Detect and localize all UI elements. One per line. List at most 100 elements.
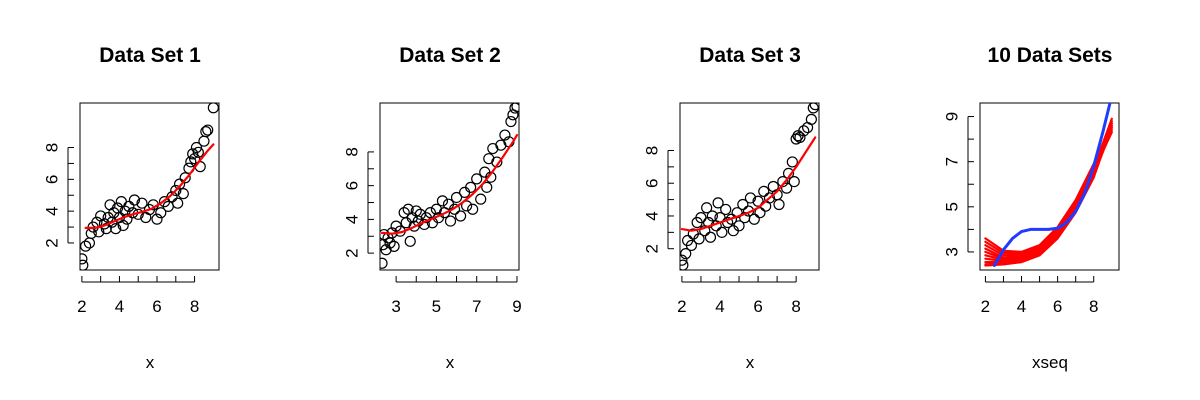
y-tick-label: 6 — [343, 181, 362, 190]
y-tick-label: 8 — [43, 143, 62, 152]
x-tick-label: 4 — [1017, 297, 1026, 316]
y-tick-label: 4 — [43, 206, 62, 215]
data-point — [123, 200, 135, 212]
y-tick-label: 9 — [943, 112, 962, 121]
data-point — [701, 202, 713, 214]
data-point — [380, 257, 388, 269]
x-axis-label: x — [746, 353, 755, 372]
x-tick-label: 8 — [1089, 297, 1098, 316]
panel-title: 10 Data Sets — [988, 44, 1113, 67]
data-point — [471, 173, 483, 185]
data-point — [716, 226, 728, 238]
data-point — [454, 210, 467, 222]
y-tick-label: 8 — [643, 146, 662, 155]
data-point — [188, 153, 201, 165]
data-point — [110, 223, 122, 235]
data-point — [786, 156, 798, 168]
data-point — [179, 172, 191, 184]
x-tick-label: 7 — [472, 297, 481, 316]
data-point — [505, 115, 517, 128]
y-tick-label: 2 — [43, 238, 62, 247]
x-axis-label: xseq — [1032, 353, 1068, 372]
panel-2: Data Set 2 3 5 7 9 2 4 6 8 x — [343, 44, 522, 372]
panel-title: Data Set 2 — [399, 44, 501, 67]
data-point — [794, 131, 806, 143]
plot-area — [984, 103, 1113, 267]
panel-3: Data Set 3 2 4 6 8 2 4 6 8 x — [643, 44, 820, 372]
data-point — [450, 191, 463, 204]
data-point — [380, 228, 390, 241]
data-point — [481, 181, 493, 193]
data-point — [781, 182, 793, 194]
data-point — [706, 210, 718, 222]
data-point — [185, 156, 197, 168]
data-point — [754, 207, 766, 219]
data-point — [173, 178, 186, 190]
data-point — [748, 213, 760, 225]
y-tick-label: 2 — [643, 244, 662, 253]
y-tick-label: 4 — [343, 215, 362, 224]
data-point — [465, 181, 477, 193]
data-point — [200, 126, 212, 138]
data-point — [509, 103, 519, 114]
y-tick-label: 8 — [343, 147, 362, 156]
y-tick-label: 4 — [643, 211, 662, 220]
x-axis-label: x — [446, 353, 455, 372]
data-point — [172, 197, 184, 209]
data-point — [190, 141, 203, 154]
plot-area — [80, 103, 219, 270]
data-point — [733, 220, 745, 232]
data-point — [80, 253, 88, 265]
data-point — [80, 240, 92, 252]
x-tick-label: 2 — [981, 297, 990, 316]
data-point — [712, 197, 724, 209]
series-line-1 — [984, 126, 1113, 253]
data-point — [809, 103, 819, 111]
x-tick-label: 6 — [1053, 297, 1062, 316]
data-point — [128, 194, 141, 206]
data-point — [187, 148, 199, 160]
x-tick-label: 9 — [512, 297, 521, 316]
series-line-11 — [992, 103, 1112, 267]
data-point — [773, 198, 785, 211]
data-point — [404, 235, 416, 247]
data-point — [459, 186, 471, 199]
data-point — [511, 103, 519, 112]
data-point — [461, 200, 473, 212]
data-point — [151, 213, 163, 225]
x-tick-label: 6 — [753, 297, 762, 316]
panel-1: Data Set 1 2 4 6 8 2 4 6 8 x — [43, 44, 220, 372]
data-point — [499, 129, 511, 141]
data-point — [798, 125, 810, 137]
panel-4: 10 Data Sets 2 4 6 8 3 5 7 9 xseq — [943, 44, 1120, 372]
data-point — [805, 113, 817, 125]
plot-frame — [979, 102, 1120, 271]
data-point — [680, 248, 692, 260]
y-tick-label: 6 — [43, 175, 62, 184]
plot-area — [680, 103, 819, 270]
series-line-1 — [680, 136, 817, 232]
data-point — [177, 188, 189, 200]
x-tick-label: 8 — [190, 297, 199, 316]
series-line-2 — [984, 122, 1113, 255]
data-point — [758, 185, 770, 198]
x-tick-label: 6 — [152, 297, 161, 316]
data-point — [155, 207, 167, 219]
data-point — [170, 184, 182, 197]
data-point — [192, 146, 204, 158]
data-point — [166, 191, 178, 203]
series-line-1 — [84, 143, 215, 229]
data-point — [704, 231, 717, 243]
data-point — [763, 192, 776, 204]
series-line-1 — [380, 134, 519, 235]
data-point — [720, 203, 732, 216]
data-point — [117, 219, 129, 232]
panel-title: Data Set 3 — [699, 44, 801, 67]
panel-title: Data Set 1 — [99, 44, 201, 67]
x-tick-label: 3 — [391, 297, 400, 316]
data-point — [80, 259, 89, 270]
data-point — [207, 103, 219, 114]
data-point — [777, 175, 789, 188]
data-point — [680, 254, 688, 266]
x-tick-label: 8 — [791, 297, 800, 316]
